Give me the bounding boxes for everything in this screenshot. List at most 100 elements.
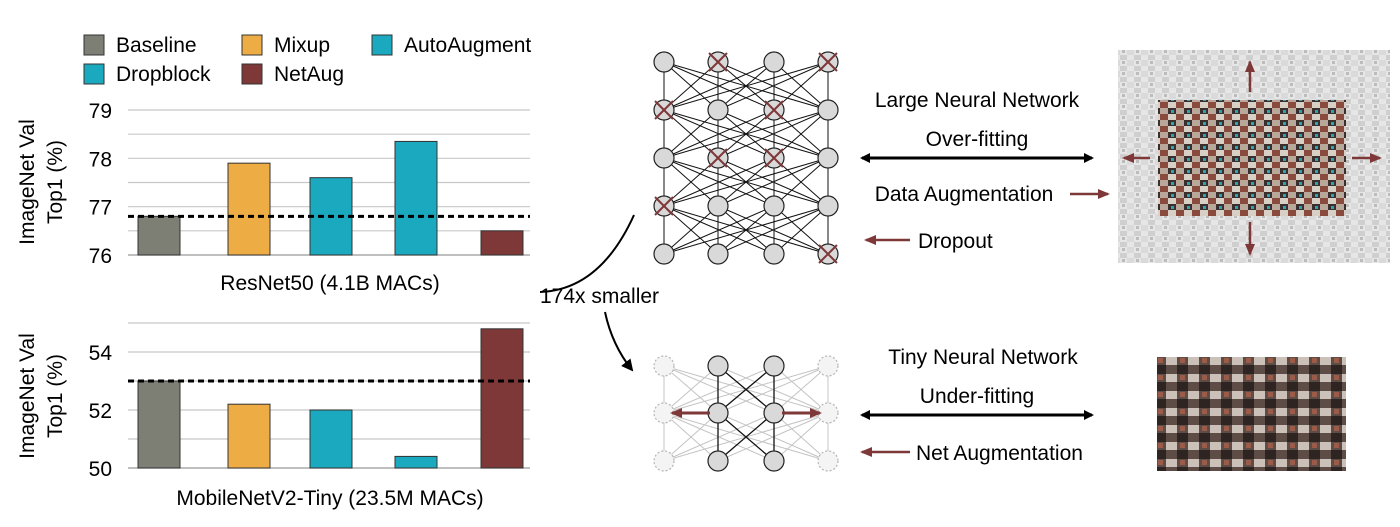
neuron [763, 195, 785, 217]
dataset-image [1157, 357, 1346, 471]
augmented-neuron [817, 450, 839, 472]
connection [663, 157, 775, 207]
scale-annotation: 174x smaller [539, 214, 659, 372]
connection [717, 205, 829, 255]
bar-mixup [227, 403, 271, 469]
connection [663, 61, 829, 111]
bar-baseline [137, 380, 181, 469]
y-axis-label-line2: Top1 (%) [44, 140, 67, 224]
neuron [763, 355, 785, 377]
augmented-connection [663, 412, 719, 462]
neuron [763, 402, 785, 424]
drop-cross-icon [708, 148, 728, 168]
chart-mobilenetv2-tiny: ImageNet Val Top1 (%) 54 52 50 MobileNetV2… [16, 322, 530, 510]
dataset-image-tiny [1157, 357, 1346, 471]
legend-item-baseline: Baseline [83, 34, 197, 57]
neuron [817, 147, 839, 169]
legend-item-mixup: Mixup [241, 34, 330, 57]
data-augmentation-label: Data Augmentation [875, 183, 1054, 206]
dropout-label: Dropout [918, 230, 993, 253]
curve-arrow [604, 311, 634, 372]
tiny-network-title: Tiny Neural Network [888, 346, 1078, 369]
neuron [763, 450, 785, 472]
legend-label: Mixup [274, 34, 330, 57]
y-axis-label-line1: ImageNet Val [16, 119, 39, 245]
connection [717, 109, 829, 159]
neuron [707, 355, 729, 377]
neuron [707, 402, 729, 424]
y-tick-label: 54 [89, 342, 113, 365]
connection [663, 109, 829, 159]
neuron [707, 243, 729, 265]
y-axis-label-line1: ImageNet Val [16, 333, 39, 459]
overfitting-label: Over-fitting [926, 128, 1029, 151]
connection [663, 109, 775, 159]
neuron [653, 51, 675, 73]
augmented-connection [773, 365, 829, 414]
augmented-connection [663, 365, 775, 414]
bar-dropblock [309, 409, 353, 469]
connection [717, 61, 829, 111]
underfitting-label: Under-fitting [920, 385, 1034, 408]
drop-cross-icon [654, 196, 674, 216]
neuron [763, 51, 785, 73]
curve-upper [539, 214, 635, 293]
y-axis-label-line2: Top1 (%) [44, 354, 67, 438]
net-augmentation-label: Net Augmentation [916, 442, 1083, 465]
large-network-title: Large Neural Network [875, 89, 1080, 112]
legend-label: Dropblock [116, 63, 211, 86]
bar-netaug [480, 328, 524, 469]
connection [773, 205, 829, 255]
large-neural-network [653, 51, 839, 265]
augmented-connection [663, 365, 719, 414]
neuron [707, 450, 729, 472]
legend-label: NetAug [274, 63, 344, 86]
connection [663, 157, 829, 207]
connection [717, 157, 829, 207]
large-network-labels: Large Neural Network Over-fitting Data A… [860, 89, 1110, 253]
augmented-connection [717, 365, 829, 414]
legend-item-netaug: NetAug [241, 63, 344, 86]
drop-cross-icon [708, 52, 728, 72]
bar-mixup [227, 162, 271, 256]
y-tick-label: 52 [89, 400, 112, 423]
drop-cross-icon [654, 100, 674, 120]
augmented-neuron [653, 450, 675, 472]
legend-item-autoaugment: AutoAugment [371, 34, 531, 57]
drop-cross-icon [764, 148, 784, 168]
x-axis-label: ResNet50 (4.1B MACs) [220, 272, 439, 295]
augmented-neuron [817, 355, 839, 377]
legend-label: Baseline [116, 34, 197, 57]
augmented-image-large [1118, 50, 1390, 263]
scale-label: 174x smaller [540, 285, 659, 308]
bar-autoaugment [394, 455, 438, 469]
y-tick-label: 78 [89, 148, 112, 171]
augmented-neuron [817, 402, 839, 424]
connection [663, 109, 719, 159]
drop-cross-icon [818, 52, 838, 72]
chart-resnet50: ImageNet Val Top1 (%) 79 78 77 76 ResNet50 … [16, 100, 530, 295]
augmented-neuron [653, 402, 675, 424]
y-tick-label: 77 [89, 197, 112, 220]
y-tick-label: 79 [89, 100, 112, 123]
connection [717, 412, 775, 462]
augmented-connection [717, 412, 829, 462]
connection [663, 205, 775, 255]
tiny-neural-network [653, 355, 839, 472]
connection [773, 157, 829, 207]
y-tick-label: 76 [89, 245, 112, 268]
neuron [653, 243, 675, 265]
augmented-neuron [653, 355, 675, 377]
neuron [707, 195, 729, 217]
neuron [817, 99, 839, 121]
legend-label: AutoAugment [404, 34, 531, 57]
connection [717, 365, 775, 414]
tiny-network-labels: Tiny Neural Network Under-fitting Net Au… [860, 346, 1094, 465]
neuron [763, 243, 785, 265]
neuron [817, 195, 839, 217]
x-axis-label: MobileNetV2-Tiny (23.5M MACs) [176, 487, 483, 510]
legend-item-dropblock: Dropblock [83, 63, 211, 86]
connection [663, 205, 829, 255]
connection [663, 61, 775, 111]
